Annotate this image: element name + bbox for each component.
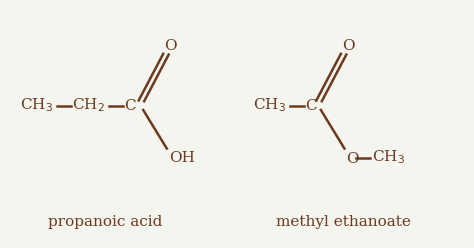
Text: methyl ethanoate: methyl ethanoate — [275, 215, 410, 229]
Text: CH$_3$: CH$_3$ — [254, 97, 286, 115]
Text: CH$_2$: CH$_2$ — [72, 97, 105, 115]
Text: O: O — [346, 152, 358, 166]
Text: O: O — [164, 39, 177, 53]
Text: CH$_3$: CH$_3$ — [20, 97, 53, 115]
Text: propanoic acid: propanoic acid — [48, 215, 162, 229]
Text: CH$_3$: CH$_3$ — [372, 149, 405, 166]
Text: OH: OH — [169, 152, 194, 165]
Text: O: O — [342, 39, 355, 53]
Text: C: C — [305, 99, 317, 113]
Text: C: C — [124, 99, 136, 113]
